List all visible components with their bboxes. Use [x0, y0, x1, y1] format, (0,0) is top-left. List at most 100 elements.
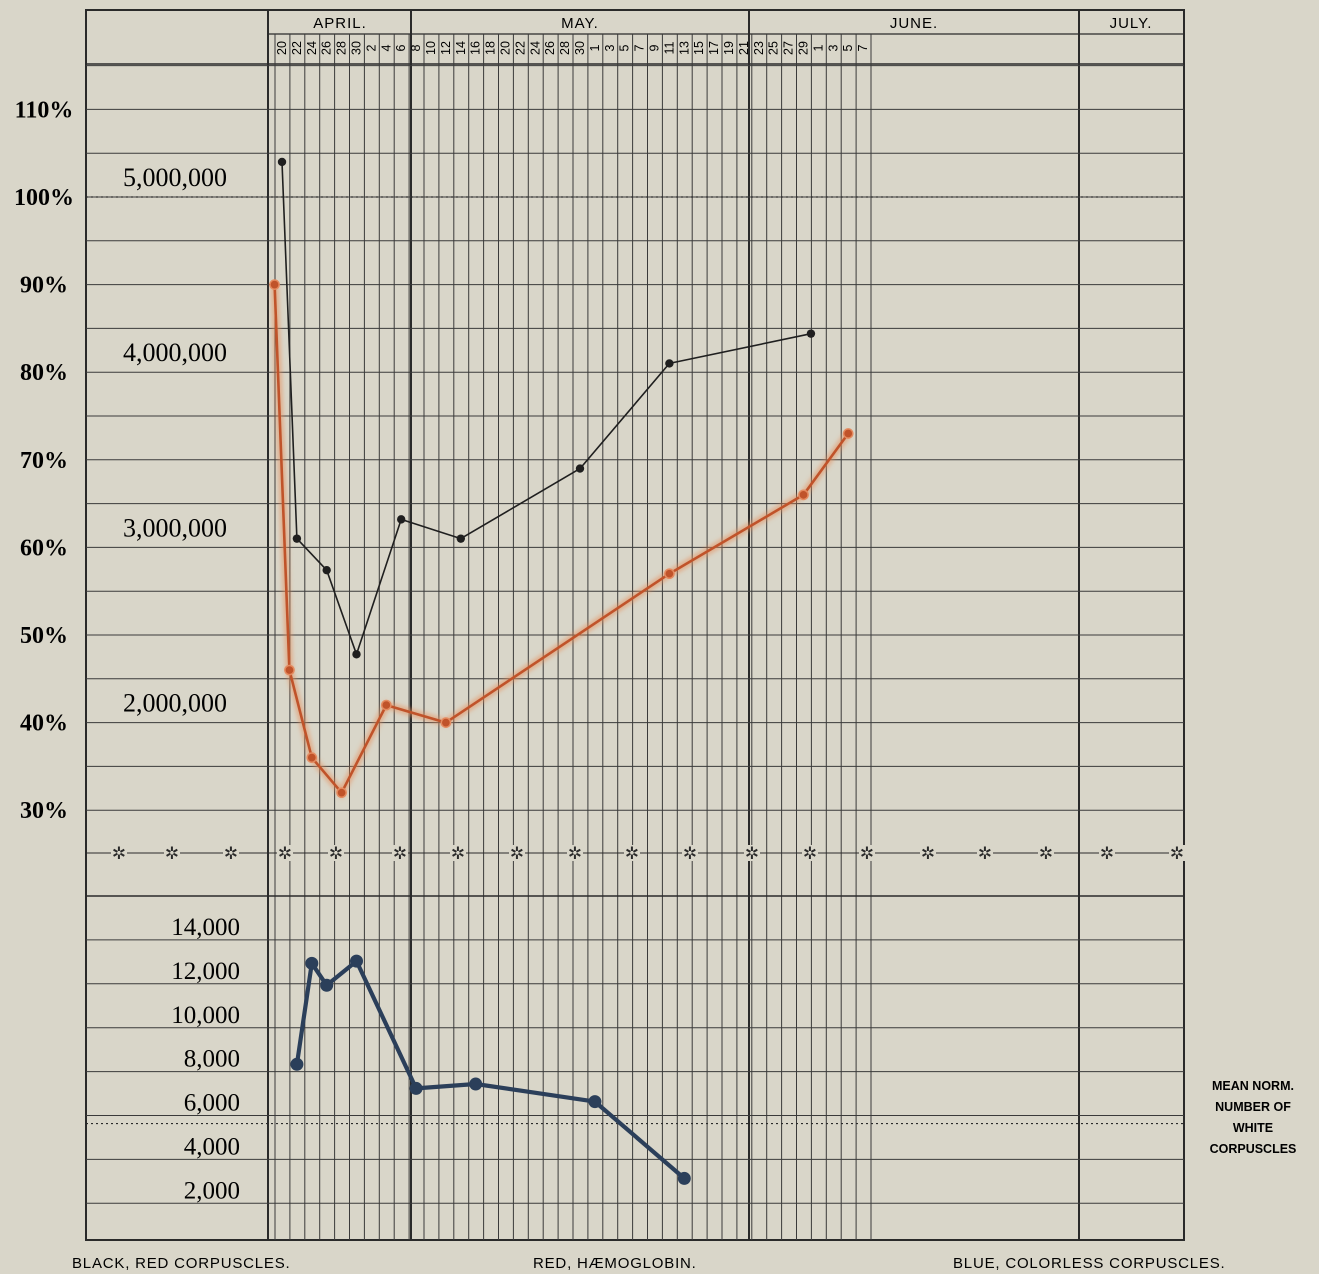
haemoglobin-line: [273, 283, 850, 794]
month-label: JUNE.: [890, 15, 938, 32]
ornament-star-icon: ✲: [860, 844, 874, 863]
day-label: 14: [454, 41, 468, 55]
ornament-bg: [977, 845, 993, 861]
ornament-star-icon: ✲: [224, 844, 238, 863]
colorless-corpuscles-point: [320, 978, 334, 992]
day-label: 5: [841, 44, 855, 51]
day-label: 22: [290, 41, 304, 55]
percent-tick: 50%: [20, 623, 68, 649]
day-label: 3: [826, 44, 840, 51]
ornament-bg: [567, 845, 583, 861]
colorless-corpuscles-point: [290, 1057, 304, 1071]
day-label: 8: [409, 44, 423, 51]
ornament-star-icon: ✲: [510, 844, 524, 863]
ornament-bg: [1038, 845, 1054, 861]
day-label: 16: [469, 41, 483, 55]
percent-tick: 100%: [14, 185, 74, 211]
day-label: 26: [543, 41, 557, 55]
ornament-star-icon: ✲: [568, 844, 582, 863]
white-count-tick: 4,000: [184, 1134, 240, 1161]
day-label: 9: [648, 44, 662, 51]
white-count-tick: 6,000: [184, 1090, 240, 1117]
day-label: 6: [394, 44, 408, 51]
series-lines: [269, 157, 854, 1185]
ornament-bg: [164, 845, 180, 861]
ornament-star-icon: ✲: [278, 844, 292, 863]
ornament-star-icon: ✲: [1039, 844, 1053, 863]
day-label: 22: [513, 41, 527, 55]
day-label: 1: [588, 44, 602, 51]
white-count-tick: 12,000: [171, 958, 240, 985]
haemoglobin-point: [842, 428, 854, 439]
colorless-corpuscles-point: [588, 1095, 602, 1109]
ornament-star-icon: ✲: [683, 844, 697, 863]
ornament-bg: [859, 845, 875, 861]
ornament-star-icon: ✲: [625, 844, 639, 863]
red-corpuscles-point: [397, 515, 406, 524]
day-label: 27: [782, 41, 796, 55]
day-label: 7: [633, 44, 647, 51]
colorless-corpuscles-line: [294, 959, 687, 1181]
red-corpuscles-line: [281, 161, 812, 656]
haemoglobin-point: [269, 279, 280, 290]
red-corpuscles-point: [456, 534, 465, 543]
white-count-tick: 10,000: [171, 1002, 240, 1029]
day-label: 18: [484, 41, 498, 55]
ornament-bg: [1099, 845, 1115, 861]
mean-norm-label: MEAN NORM. NUMBER OF WHITE CORPUSCLES: [1210, 1079, 1297, 1156]
ornament-star-icon: ✲: [978, 844, 992, 863]
legend-note: BLACK, RED CORPUSCLES.: [72, 1255, 291, 1272]
ornament-star-icon: ✲: [1100, 844, 1114, 863]
colorless-corpuscles-point: [677, 1171, 691, 1185]
month-label: APRIL.: [313, 15, 367, 32]
percent-tick: 40%: [20, 711, 68, 737]
day-label: 30: [573, 41, 587, 55]
percent-tick: 60%: [20, 535, 68, 561]
red-corpuscles-point: [292, 534, 302, 543]
day-label: 20: [499, 41, 513, 55]
chart-frame: [85, 9, 1185, 1241]
red-count-tick: 3,000,000: [123, 513, 227, 542]
ornament-star-icon: ✲: [803, 844, 817, 863]
red-corpuscles-point: [277, 157, 287, 167]
day-label: 19: [722, 41, 736, 55]
day-label: 29: [797, 41, 811, 55]
legend-note: BLUE, COLORLESS CORPUSCLES.: [953, 1255, 1226, 1272]
day-label: 2: [364, 44, 378, 51]
haemoglobin-point: [440, 717, 452, 728]
day-label: 4: [379, 44, 393, 51]
haemoglobin-glow: [270, 284, 852, 800]
colorless-corpuscles-point: [350, 954, 363, 968]
colorless-corpuscles-point: [305, 956, 319, 970]
red-corpuscles-point: [575, 464, 585, 473]
ornament-star-icon: ✲: [745, 844, 759, 863]
percent-tick: 70%: [20, 448, 68, 474]
red-corpuscles-point: [322, 565, 331, 575]
ornament-star-icon: ✲: [921, 844, 935, 863]
ornament-bg: [277, 845, 293, 861]
red-corpuscles-point: [806, 329, 816, 338]
ornament-bg: [392, 845, 408, 861]
ornament-star-icon: ✲: [165, 844, 179, 863]
haemoglobin-point: [284, 664, 295, 676]
ornament-bg: [624, 845, 640, 861]
white-count-tick: 2,000: [184, 1177, 240, 1204]
day-label: 24: [528, 41, 542, 55]
ornament-star-icon: ✲: [1170, 844, 1184, 863]
day-label: 26: [320, 41, 334, 55]
haemoglobin-point: [798, 489, 809, 501]
grid: ✲ ✲ ✲ ✲ ✲ ✲ ✲ ✲ ✲ ✲ ✲ ✲ ✲ ✲ ✲ ✲ ✲ ✲ ✲: [85, 9, 1185, 1241]
day-label: 7: [856, 44, 870, 51]
ornament-bg: [509, 845, 525, 861]
red-count-tick: 4,000,000: [123, 338, 227, 367]
ornament-star-icon: ✲: [112, 844, 126, 863]
day-label: 25: [767, 41, 781, 55]
day-label: 15: [692, 41, 706, 55]
day-label: 30: [350, 41, 364, 55]
ornament-star-icon: ✲: [451, 844, 465, 863]
ornament-bg: [920, 845, 936, 861]
percent-tick: 80%: [20, 360, 68, 386]
ornament-bg: [223, 845, 239, 861]
day-label: 28: [558, 41, 572, 55]
